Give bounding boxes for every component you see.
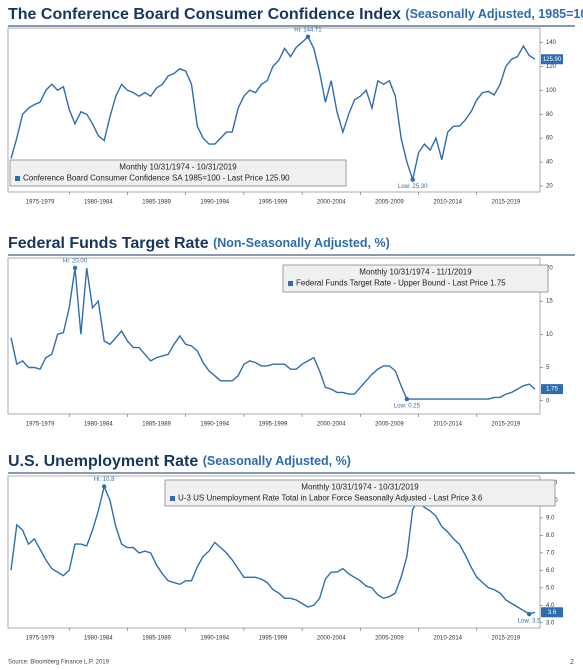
y-tick-label: 20 <box>546 266 553 272</box>
x-tick-label: 1980-1984 <box>84 422 113 428</box>
annotation: Hi: 10.8 <box>94 477 115 483</box>
annotation: Hi: 144.71 <box>294 27 322 33</box>
subtitle: (Seasonally Adjusted, %) <box>203 454 351 468</box>
chart-title: Federal Funds Target Rate (Non-Seasonall… <box>8 235 390 252</box>
x-tick-label: 1995-1999 <box>259 422 288 428</box>
x-tick-label: 1995-1999 <box>259 636 288 642</box>
extreme-point <box>101 484 107 489</box>
x-tick-label: 1990-1994 <box>200 200 229 206</box>
last-price-label: 3.6 <box>548 610 557 616</box>
plot-frame <box>7 27 541 193</box>
x-tick-label: 2015-2019 <box>492 422 521 428</box>
annotation: Low: 25.30 <box>398 184 428 190</box>
annotation: Low: 3.5 <box>518 619 541 625</box>
y-tick-label: 40 <box>546 160 553 166</box>
last-price-tag <box>541 384 563 395</box>
legend-box <box>282 264 549 293</box>
last-price-label: 1.75 <box>546 387 558 393</box>
x-tick-label: 1990-1994 <box>200 636 229 642</box>
legend-swatch <box>288 281 293 286</box>
y-tick-label: 120 <box>546 64 557 70</box>
legend-title: Monthly 10/31/1974 - 10/31/2019 <box>301 483 419 492</box>
x-tick-label: 1975-1979 <box>26 636 55 642</box>
chart-title: U.S. Unemployment Rate (Seasonally Adjus… <box>8 453 351 470</box>
extreme-point <box>305 34 311 39</box>
last-price-label: 125.90 <box>543 57 562 63</box>
x-tick-label: 1985-1989 <box>142 636 171 642</box>
x-tick-label: 1980-1984 <box>84 636 113 642</box>
extreme-point <box>526 611 532 617</box>
x-tick-label: 2005-2009 <box>375 636 404 642</box>
x-tick-label: 1995-1999 <box>259 200 288 206</box>
extreme-point <box>404 396 410 402</box>
x-tick-label: 1990-1994 <box>200 422 229 428</box>
y-tick-label: 100 <box>546 88 557 94</box>
y-tick-label: 3.0 <box>546 620 555 626</box>
legend-box <box>9 159 347 187</box>
plot-frame <box>7 475 541 629</box>
y-tick-label: 6.0 <box>546 568 555 574</box>
x-tick-label: 2005-2009 <box>375 422 404 428</box>
x-tick-label: 1980-1984 <box>84 200 113 206</box>
y-tick-label: 9.0 <box>546 516 555 522</box>
subtitle: (Seasonally Adjusted, 1985=100) <box>405 7 583 21</box>
annotation: Hi: 20.00 <box>63 259 88 265</box>
subtitle: (Non-Seasonally Adjusted, %) <box>213 236 390 250</box>
last-price-tag <box>541 607 563 618</box>
data-line <box>10 35 536 183</box>
legend-swatch <box>15 176 20 181</box>
y-tick-label: 140 <box>546 40 557 46</box>
x-tick-label: 1975-1979 <box>26 422 55 428</box>
plot-frame <box>7 257 541 415</box>
y-tick-label: 8.0 <box>546 533 555 539</box>
x-tick-label: 2000-2004 <box>317 636 346 642</box>
data-line <box>10 484 536 615</box>
title-text: Federal Funds Target Rate <box>8 235 209 252</box>
y-tick-label: 80 <box>546 112 553 118</box>
x-tick-label: 2010-2014 <box>433 200 462 206</box>
x-tick-label: 1975-1979 <box>26 200 55 206</box>
x-tick-label: 2015-2019 <box>492 200 521 206</box>
x-tick-label: 2010-2014 <box>433 422 462 428</box>
page-number: 2 <box>570 659 574 666</box>
x-tick-label: 2010-2014 <box>433 636 462 642</box>
source: Source: Bloomberg Finance L.P. 2019 <box>8 660 110 666</box>
title-text: The Conference Board Consumer Confidence… <box>8 6 401 23</box>
y-tick-label: 10 <box>546 332 553 338</box>
legend-box <box>164 479 556 507</box>
y-tick-label: 60 <box>546 136 553 142</box>
legend-title: Monthly 10/31/1974 - 11/1/2019 <box>359 268 472 277</box>
legend-entry: U-3 US Unemployment Rate Total in Labor … <box>178 494 483 503</box>
legend-entry: Federal Funds Target Rate - Upper Bound … <box>296 279 506 288</box>
y-tick-label: 5.0 <box>546 585 555 591</box>
legend-entry: Conference Board Consumer Confidence SA … <box>23 174 290 183</box>
title-text: U.S. Unemployment Rate <box>8 453 198 470</box>
x-tick-label: 2000-2004 <box>317 200 346 206</box>
extreme-point <box>72 265 78 271</box>
x-tick-label: 1985-1989 <box>142 200 171 206</box>
extreme-point <box>410 177 415 182</box>
x-tick-label: 1985-1989 <box>142 422 171 428</box>
chart-title: The Conference Board Consumer Confidence… <box>8 6 583 23</box>
legend-swatch <box>170 496 175 501</box>
y-tick-label: 0 <box>546 398 550 404</box>
y-tick-label: 4.0 <box>546 603 555 609</box>
y-tick-label: 7.0 <box>546 550 555 556</box>
annotation: Low: 0.25 <box>394 404 421 410</box>
x-tick-label: 2000-2004 <box>317 422 346 428</box>
x-tick-label: 2015-2019 <box>492 636 521 642</box>
y-tick-label: 15 <box>546 299 553 305</box>
y-tick-label: 20 <box>546 184 553 190</box>
x-tick-label: 2005-2009 <box>375 200 404 206</box>
legend-title: Monthly 10/31/1974 - 10/31/2019 <box>119 163 237 172</box>
data-line <box>10 267 536 400</box>
last-price-tag <box>541 54 563 65</box>
y-tick-label: 5 <box>546 365 550 371</box>
